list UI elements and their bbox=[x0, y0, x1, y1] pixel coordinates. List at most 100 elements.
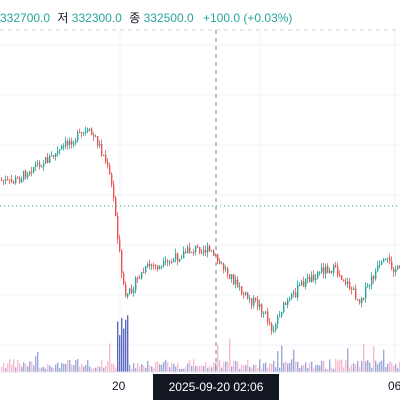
candle-body bbox=[295, 292, 297, 298]
candle-body bbox=[33, 167, 35, 173]
candle-body bbox=[55, 153, 57, 157]
volume-bar bbox=[337, 360, 339, 372]
candle-body bbox=[227, 268, 229, 275]
candle-body bbox=[173, 259, 175, 263]
candle-body bbox=[121, 250, 123, 274]
volume-bar bbox=[385, 367, 387, 372]
candle-body bbox=[361, 298, 363, 304]
volume-bar bbox=[103, 367, 105, 372]
volume-bar bbox=[79, 366, 81, 372]
volume-bar bbox=[187, 363, 189, 372]
candle-body bbox=[341, 275, 343, 280]
candle-body bbox=[175, 253, 177, 260]
volume-bar bbox=[15, 367, 17, 372]
volume-bar bbox=[289, 362, 291, 372]
volume-bar bbox=[137, 363, 139, 372]
candle-body bbox=[185, 251, 187, 254]
volume-bar bbox=[257, 368, 259, 372]
volume-bar bbox=[1, 366, 3, 372]
x-tick-label-06: 06 bbox=[388, 379, 400, 393]
volume-bar bbox=[323, 360, 325, 372]
candle-body bbox=[133, 290, 135, 294]
volume-bar bbox=[237, 361, 239, 372]
candle-body bbox=[385, 258, 387, 260]
candle-body bbox=[239, 286, 241, 288]
volume-bar bbox=[277, 351, 279, 372]
volume-bar bbox=[373, 346, 375, 372]
candle-body bbox=[75, 140, 77, 144]
candle-body bbox=[89, 128, 91, 130]
volume-bar bbox=[69, 359, 71, 372]
candle-body bbox=[381, 261, 383, 265]
volume-bar bbox=[223, 361, 225, 372]
candle-body bbox=[93, 135, 95, 137]
volume-bar bbox=[387, 363, 389, 372]
candle-body bbox=[261, 304, 263, 314]
candle-body bbox=[71, 140, 73, 145]
candle-body bbox=[235, 279, 237, 285]
volume-bar bbox=[45, 368, 47, 372]
candle-body bbox=[131, 288, 133, 294]
volume-bar bbox=[293, 349, 295, 372]
candle-body bbox=[397, 265, 399, 270]
candle-body bbox=[325, 266, 327, 274]
volume-bar bbox=[109, 343, 111, 372]
volume-bar bbox=[159, 364, 161, 372]
candle-body bbox=[369, 285, 371, 287]
volume-bar bbox=[17, 359, 19, 372]
volume-bar bbox=[353, 363, 355, 372]
volume-bar bbox=[391, 362, 393, 372]
candle-body bbox=[285, 302, 287, 305]
volume-bar bbox=[13, 359, 15, 372]
candle-body bbox=[87, 129, 89, 132]
volume-bar bbox=[283, 362, 285, 372]
volume-bar bbox=[89, 366, 91, 372]
candle-body bbox=[389, 258, 391, 262]
candle-body bbox=[329, 270, 331, 273]
volume-bar bbox=[311, 361, 313, 372]
candle-body bbox=[375, 271, 377, 279]
volume-bar bbox=[135, 368, 137, 372]
candle-body bbox=[267, 311, 269, 323]
candle-body bbox=[333, 265, 335, 273]
volume-bar bbox=[301, 365, 303, 372]
candle-body bbox=[275, 323, 277, 331]
candle-body bbox=[195, 246, 197, 252]
volume-bar bbox=[99, 366, 101, 372]
volume-bar bbox=[133, 363, 135, 372]
candle-body bbox=[191, 251, 193, 253]
volume-bar bbox=[71, 364, 73, 372]
volume-bar bbox=[131, 368, 133, 372]
volume-bar bbox=[23, 362, 25, 372]
candle-body bbox=[315, 278, 317, 281]
volume-bar bbox=[231, 366, 233, 372]
volume-bar bbox=[85, 365, 87, 372]
volume-bar bbox=[155, 362, 157, 372]
candle-body bbox=[77, 132, 79, 141]
volume-bar bbox=[21, 366, 23, 372]
candle-body bbox=[163, 261, 165, 266]
candle-body bbox=[35, 164, 37, 168]
candle-body bbox=[229, 274, 231, 279]
volume-bar bbox=[219, 359, 221, 372]
candle-body bbox=[393, 269, 395, 273]
candle-body bbox=[53, 155, 55, 157]
volume-bar bbox=[235, 360, 237, 372]
candle-body bbox=[157, 265, 159, 270]
volume-bar bbox=[375, 360, 377, 372]
candle-body bbox=[223, 263, 225, 270]
volume-bar bbox=[83, 366, 85, 372]
candle-body bbox=[339, 275, 341, 277]
volume-bar bbox=[141, 364, 143, 372]
volume-bar bbox=[35, 356, 37, 372]
candle-body bbox=[225, 268, 227, 270]
candle-body bbox=[177, 253, 179, 262]
candle-body bbox=[331, 270, 333, 273]
volume-bar bbox=[49, 365, 51, 372]
volume-bar bbox=[203, 366, 205, 372]
candle-body bbox=[205, 249, 207, 253]
volume-bar bbox=[19, 362, 21, 372]
volume-bar bbox=[185, 366, 187, 372]
